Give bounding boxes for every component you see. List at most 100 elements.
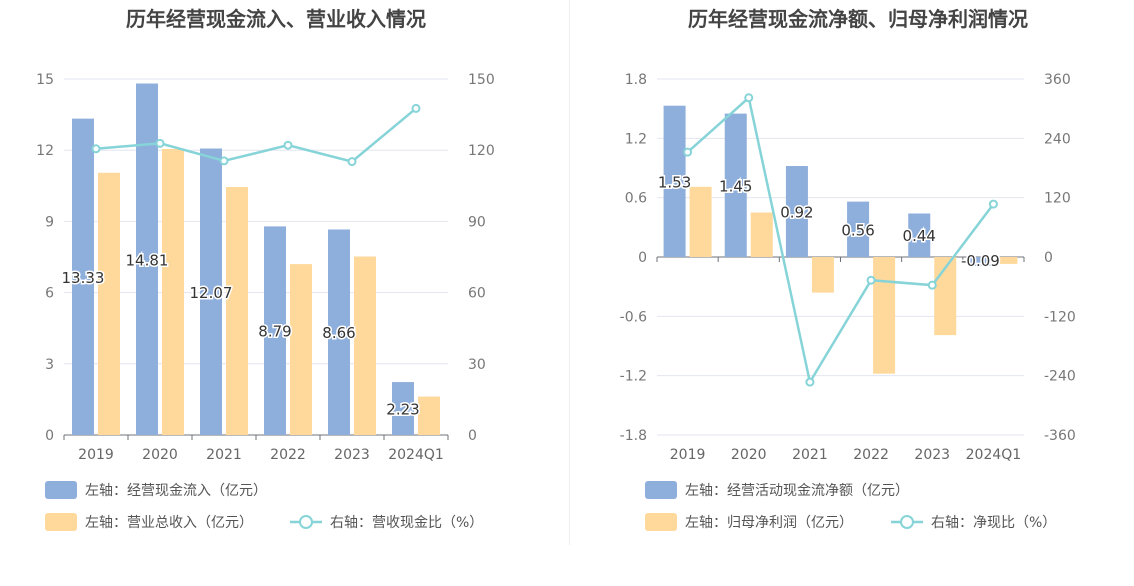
legend-marker-swatch: [299, 515, 313, 529]
bar: [72, 118, 94, 435]
legend-marker-swatch: [900, 515, 914, 529]
right-axis-tick-label: -120: [1044, 309, 1076, 325]
right-axis-tick-label: 0: [1044, 250, 1053, 266]
right-axis-tick-label: -360: [1044, 428, 1076, 444]
x-axis-tick-label: 2021: [206, 447, 242, 463]
bar: [995, 257, 1018, 264]
left-axis-tick-label: 0.6: [625, 191, 647, 207]
bar: [264, 226, 286, 435]
chart-net-cash-flow-profit: 历年经营现金流净额、归母净利润情况 -1.8 -1.2 -0.6 0 0.6 1.2 1.8 -…: [620, 7, 1076, 531]
data-label: -0.09: [961, 252, 1000, 270]
bar: [785, 166, 808, 257]
x-axis-tick-label: 2021: [792, 447, 828, 463]
left-axis-tick-label: 15: [36, 72, 54, 88]
data-label: 12.07: [190, 284, 233, 302]
left-axis-tick-label: -0.6: [620, 309, 647, 325]
x-axis-tick-label: 2023: [334, 447, 370, 463]
x-axis-tick-label: 2022: [270, 447, 306, 463]
x-axis-tick-label: 2020: [731, 447, 767, 463]
x-axis-tick-label: 2019: [670, 447, 706, 463]
x-axis-tick-label: 2024Q1: [966, 447, 1022, 463]
ratio-point: [866, 275, 876, 285]
data-label: 1.45: [719, 177, 752, 195]
legend-swatch: [45, 513, 77, 531]
right-axis-tick-label: 240: [1044, 131, 1071, 147]
x-axis-tick-label: 2024Q1: [388, 447, 444, 463]
bar: [354, 256, 376, 435]
x-axis-tick-label: 2023: [914, 447, 950, 463]
ratio-line: [686, 95, 995, 386]
bar: [418, 396, 440, 435]
left-axis-tick-label: 9: [45, 214, 54, 230]
data-label: 13.33: [62, 269, 105, 287]
panel-divider: [569, 0, 570, 545]
data-label: 2.23: [386, 401, 419, 419]
bar: [724, 113, 747, 257]
legend-label: 右轴：净现比（%）: [931, 515, 1056, 531]
right-axis-tick-label: 360: [1044, 72, 1071, 88]
legend-swatch: [45, 481, 77, 499]
chart-title: 历年经营现金流入、营业收入情况: [126, 7, 426, 31]
right-axis-tick-label: 90: [468, 214, 486, 230]
right-axis-tick-label: 60: [468, 286, 486, 302]
data-label: 0.44: [903, 227, 936, 245]
left-axis-tick-label: 6: [45, 286, 54, 302]
bar: [811, 257, 834, 293]
bar: [873, 257, 896, 374]
ratio-point: [283, 140, 293, 150]
right-axis-tick-label: 0: [468, 428, 477, 444]
left-axis-tick-label: -1.8: [620, 428, 647, 444]
bar: [392, 382, 414, 435]
left-axis-tick-label: 1.2: [625, 131, 647, 147]
right-axis-tick-label: 150: [468, 72, 495, 88]
bar: [290, 264, 312, 435]
right-axis-tick-label: 30: [468, 357, 486, 373]
chart-panel-net-cash-flow: 历年经营现金流净额、归母净利润情况 -1.8 -1.2 -0.6 0 0.6 1.2 1.8 -…: [567, 0, 1134, 582]
chart-panel-cash-inflow: 历年经营现金流入、营业收入情况 0 3 6 9 12 15 0 30 60 90 120 150 2019…: [0, 0, 567, 582]
x-axis-tick-label: 2019: [78, 447, 114, 463]
ratio-point: [927, 280, 937, 290]
right-axis-tick-label: 120: [1044, 191, 1071, 207]
ratio-point: [347, 157, 357, 167]
data-label: 8.79: [258, 323, 291, 341]
bar: [200, 148, 222, 435]
x-axis-tick-label: 2020: [142, 447, 178, 463]
ratio-point: [155, 138, 165, 148]
ratio-point: [219, 156, 229, 166]
bar: [689, 186, 712, 257]
legend-label: 左轴：经营现金流入（亿元）: [85, 483, 267, 499]
left-axis-tick-label: 3: [45, 357, 54, 373]
ratio-point: [805, 377, 815, 387]
data-label: 0.92: [780, 204, 813, 222]
ratio-point: [91, 144, 101, 154]
data-label: 8.66: [322, 324, 355, 342]
legend-swatch: [645, 513, 677, 531]
legend-label: 左轴：经营活动现金流净额（亿元）: [685, 483, 909, 499]
left-axis-tick-label: -1.2: [620, 369, 647, 385]
ratio-point: [683, 147, 693, 157]
legend-label: 右轴：营收现金比（%）: [330, 515, 483, 531]
bar: [847, 201, 870, 257]
bar: [226, 186, 248, 435]
bar: [908, 213, 931, 257]
legend-swatch: [645, 481, 677, 499]
left-axis-tick-label: 12: [36, 143, 54, 159]
bar: [136, 83, 158, 435]
legend-label: 左轴：营业总收入（亿元）: [85, 515, 253, 531]
ratio-line: [95, 107, 417, 163]
data-label: 14.81: [126, 251, 169, 269]
data-label: 1.53: [658, 173, 691, 191]
bar: [750, 212, 773, 257]
ratio-point: [744, 93, 754, 103]
left-axis-tick-label: 0: [45, 428, 54, 444]
left-axis-tick-label: 1.8: [625, 72, 647, 88]
chart-title: 历年经营现金流净额、归母净利润情况: [688, 7, 1028, 31]
bar: [969, 257, 992, 266]
left-axis-tick-label: 0: [638, 250, 647, 266]
data-label: 0.56: [841, 221, 874, 239]
legend-label: 左轴：归母净利润（亿元）: [685, 514, 853, 531]
bar: [328, 229, 350, 435]
chart-cash-inflow-revenue: 历年经营现金流入、营业收入情况0369121503060901201502019…: [36, 7, 495, 531]
bar: [663, 105, 686, 257]
bar: [98, 172, 120, 435]
